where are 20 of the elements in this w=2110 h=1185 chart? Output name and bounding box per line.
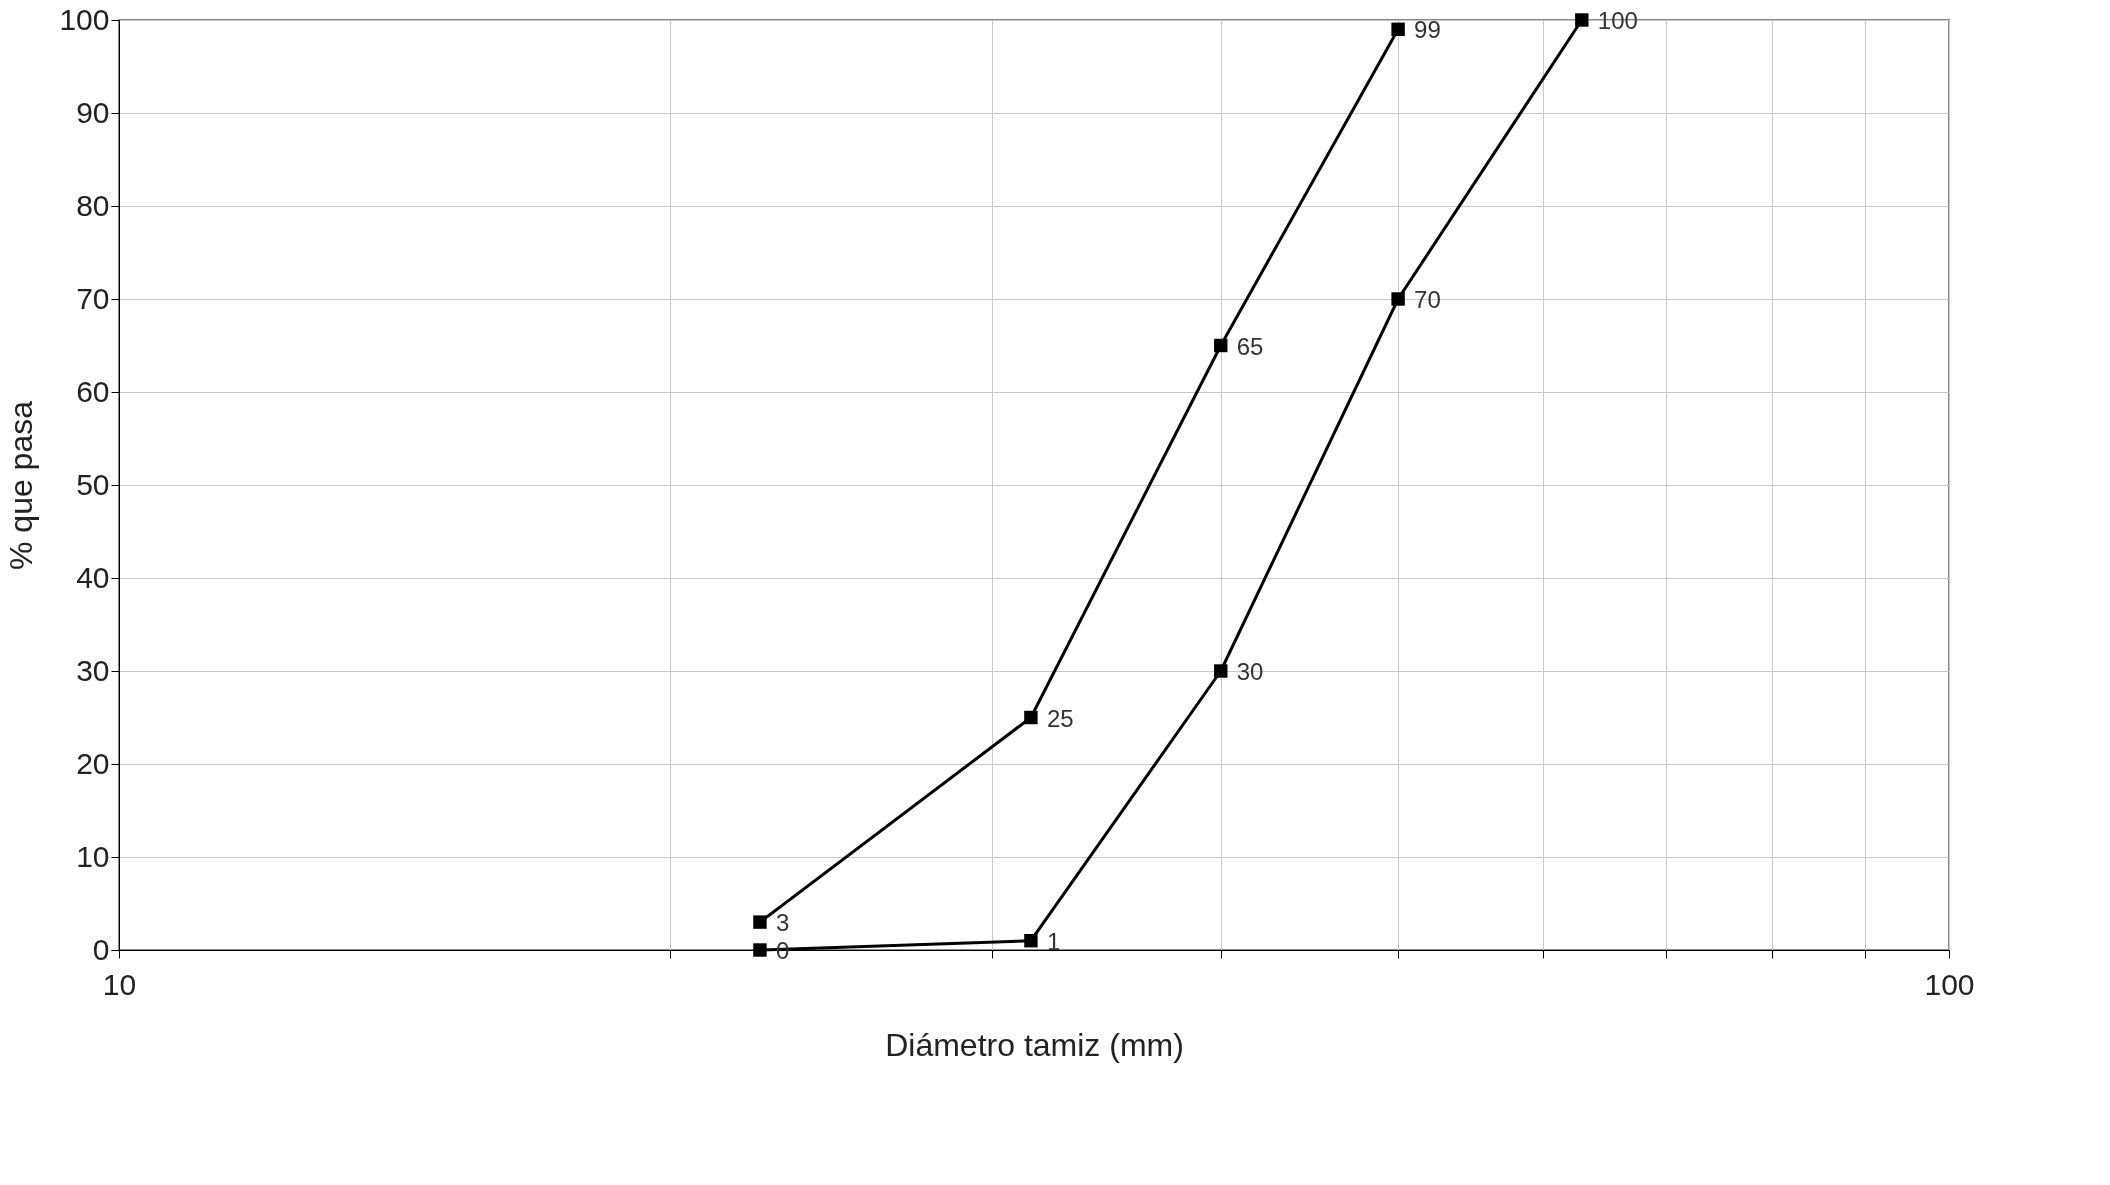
y-tick-label: 50 bbox=[76, 467, 110, 501]
y-tick-label: 70 bbox=[76, 281, 110, 315]
y-tick-label: 30 bbox=[76, 653, 110, 687]
data-label: 65 bbox=[1236, 332, 1264, 360]
data-label: 3 bbox=[775, 909, 790, 937]
y-tick-label: 80 bbox=[76, 188, 110, 222]
data-label: 99 bbox=[1414, 16, 1441, 44]
data-label: 30 bbox=[1236, 658, 1264, 685]
y-axis-title: % que pasa bbox=[3, 400, 40, 571]
data-label: 25 bbox=[1046, 704, 1074, 732]
y-tick-label: 90 bbox=[76, 95, 110, 129]
y-tick-label: 100 bbox=[59, 2, 110, 36]
y-tick-label: 10 bbox=[76, 839, 110, 873]
x-axis-title: Diámetro tamiz (mm) bbox=[885, 1026, 1184, 1063]
y-tick-label: 60 bbox=[76, 374, 110, 408]
data-label: 70 bbox=[1414, 286, 1441, 313]
y-tick-label: 20 bbox=[76, 746, 110, 780]
data-label: 1 bbox=[1046, 927, 1061, 955]
y-tick-label: 0 bbox=[92, 932, 110, 966]
y-tick-label: 40 bbox=[76, 560, 110, 594]
